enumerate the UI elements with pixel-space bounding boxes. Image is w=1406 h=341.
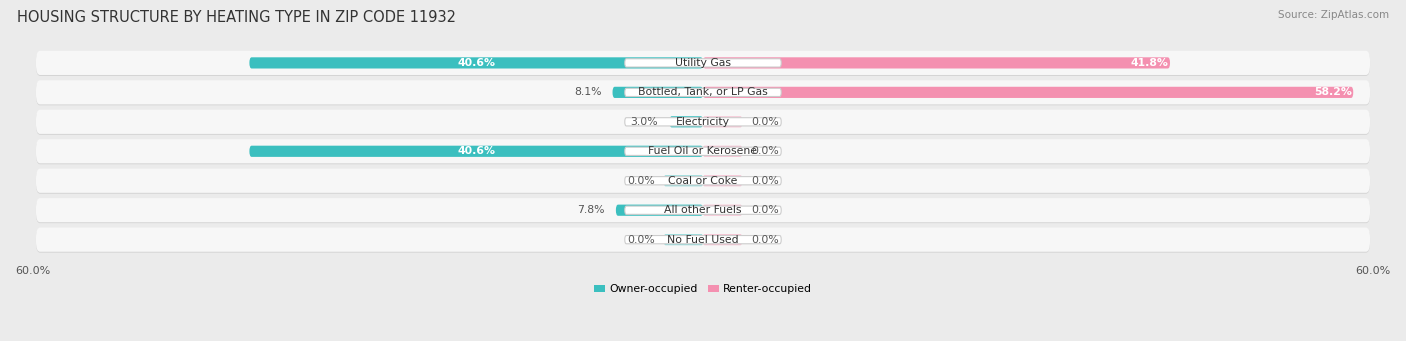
FancyBboxPatch shape: [624, 236, 782, 244]
FancyBboxPatch shape: [37, 52, 1369, 76]
FancyBboxPatch shape: [669, 116, 703, 128]
Text: 58.2%: 58.2%: [1315, 87, 1353, 98]
FancyBboxPatch shape: [613, 87, 703, 98]
Text: Coal or Coke: Coal or Coke: [668, 176, 738, 186]
Text: 0.0%: 0.0%: [751, 176, 779, 186]
FancyBboxPatch shape: [703, 116, 742, 128]
FancyBboxPatch shape: [37, 228, 1369, 253]
FancyBboxPatch shape: [624, 118, 782, 126]
FancyBboxPatch shape: [703, 234, 742, 245]
FancyBboxPatch shape: [703, 87, 1353, 98]
Text: HOUSING STRUCTURE BY HEATING TYPE IN ZIP CODE 11932: HOUSING STRUCTURE BY HEATING TYPE IN ZIP…: [17, 10, 456, 25]
FancyBboxPatch shape: [37, 81, 1369, 105]
Text: Bottled, Tank, or LP Gas: Bottled, Tank, or LP Gas: [638, 87, 768, 98]
Text: Source: ZipAtlas.com: Source: ZipAtlas.com: [1278, 10, 1389, 20]
Text: Utility Gas: Utility Gas: [675, 58, 731, 68]
FancyBboxPatch shape: [37, 140, 1369, 164]
FancyBboxPatch shape: [624, 147, 782, 155]
FancyBboxPatch shape: [703, 205, 742, 216]
FancyBboxPatch shape: [624, 177, 782, 185]
Text: Fuel Oil or Kerosene: Fuel Oil or Kerosene: [648, 146, 758, 156]
FancyBboxPatch shape: [37, 227, 1369, 252]
FancyBboxPatch shape: [624, 88, 782, 97]
FancyBboxPatch shape: [249, 57, 703, 69]
FancyBboxPatch shape: [37, 169, 1369, 193]
Text: Electricity: Electricity: [676, 117, 730, 127]
FancyBboxPatch shape: [37, 199, 1369, 223]
Text: 7.8%: 7.8%: [578, 205, 605, 215]
FancyBboxPatch shape: [616, 205, 703, 216]
FancyBboxPatch shape: [37, 169, 1369, 194]
Legend: Owner-occupied, Renter-occupied: Owner-occupied, Renter-occupied: [593, 284, 813, 294]
FancyBboxPatch shape: [703, 146, 742, 157]
Text: 3.0%: 3.0%: [631, 117, 658, 127]
Text: 41.8%: 41.8%: [1130, 58, 1168, 68]
Text: 40.6%: 40.6%: [457, 146, 495, 156]
Text: All other Fuels: All other Fuels: [664, 205, 742, 215]
Text: 0.0%: 0.0%: [751, 146, 779, 156]
FancyBboxPatch shape: [37, 51, 1369, 75]
FancyBboxPatch shape: [37, 139, 1369, 163]
Text: 0.0%: 0.0%: [751, 205, 779, 215]
Text: 8.1%: 8.1%: [574, 87, 602, 98]
FancyBboxPatch shape: [624, 59, 782, 67]
FancyBboxPatch shape: [249, 146, 703, 157]
Text: 0.0%: 0.0%: [627, 176, 655, 186]
FancyBboxPatch shape: [703, 57, 1170, 69]
FancyBboxPatch shape: [37, 198, 1369, 222]
FancyBboxPatch shape: [664, 234, 703, 245]
Text: 40.6%: 40.6%: [457, 58, 495, 68]
FancyBboxPatch shape: [624, 206, 782, 214]
FancyBboxPatch shape: [664, 175, 703, 186]
Text: No Fuel Used: No Fuel Used: [668, 235, 738, 244]
FancyBboxPatch shape: [37, 80, 1369, 104]
FancyBboxPatch shape: [37, 110, 1369, 134]
Text: 0.0%: 0.0%: [751, 117, 779, 127]
Text: 0.0%: 0.0%: [751, 235, 779, 244]
FancyBboxPatch shape: [37, 110, 1369, 135]
FancyBboxPatch shape: [703, 175, 742, 186]
Text: 0.0%: 0.0%: [627, 235, 655, 244]
